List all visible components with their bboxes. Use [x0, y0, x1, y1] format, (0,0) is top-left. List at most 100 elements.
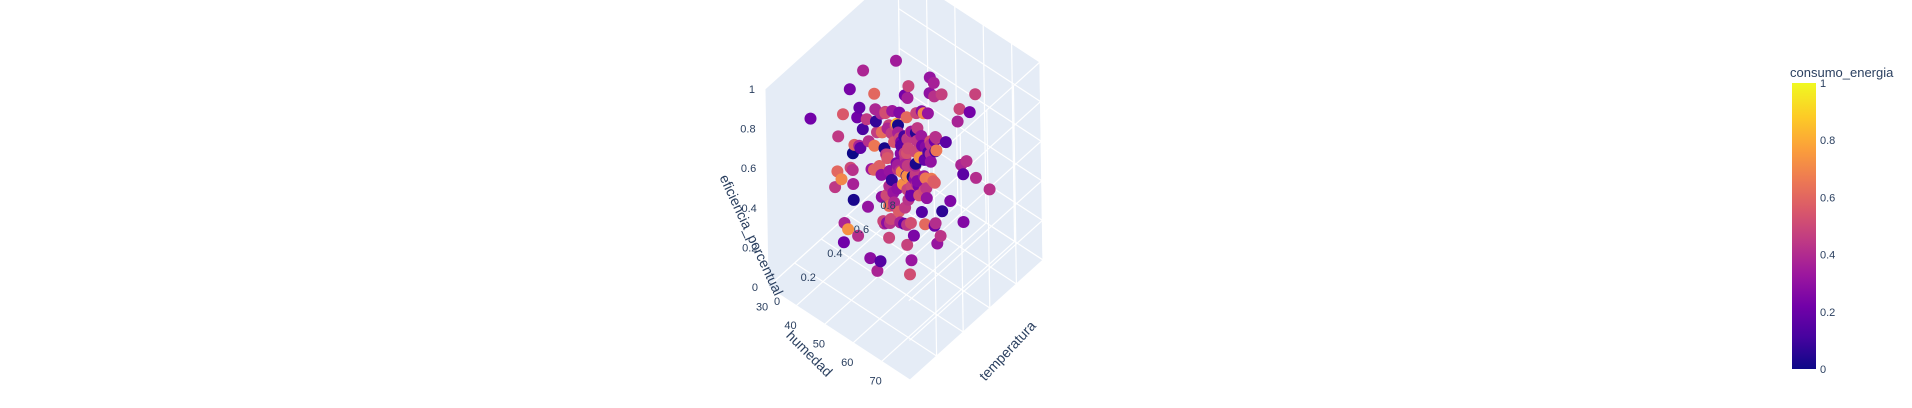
y-tick-label: 60 [841, 357, 853, 369]
data-point[interactable] [904, 217, 917, 229]
data-point[interactable] [874, 255, 887, 268]
y-tick-label: 50 [813, 339, 825, 351]
data-point[interactable] [944, 195, 957, 207]
data-point[interactable] [883, 231, 896, 244]
z-tick-label: 0.6 [741, 163, 756, 175]
data-point[interactable] [969, 88, 982, 101]
data-point[interactable] [856, 123, 869, 136]
z-tick-label: 0 [752, 282, 758, 294]
data-point[interactable] [885, 213, 897, 225]
z-tick-label: 1 [749, 84, 755, 96]
data-point[interactable] [851, 111, 864, 124]
colorbar-tick-label: 0.8 [1820, 135, 1835, 147]
x-tick-label: 0.6 [854, 224, 869, 236]
data-point[interactable] [928, 176, 941, 189]
data-points[interactable] [804, 54, 996, 281]
data-point[interactable] [837, 236, 850, 249]
data-point[interactable] [907, 229, 920, 242]
data-point[interactable] [902, 80, 915, 93]
x-axis-title: temperatura [976, 317, 1039, 383]
colorbar-tick-label: 0.4 [1820, 250, 1835, 262]
data-point[interactable] [901, 92, 914, 104]
data-point[interactable] [837, 108, 849, 121]
tick-labels: 0 0.2 0.4 0.6 0.8 30 40 50 60 70 0 0.2 0.4 0.6 0.8 1 [740, 84, 895, 388]
grid-line [907, 140, 1042, 262]
data-point[interactable] [924, 155, 937, 168]
x-tick-label: 0.4 [827, 248, 842, 260]
x-tick-label: 0 [774, 296, 780, 308]
data-point[interactable] [970, 171, 982, 184]
data-point[interactable] [920, 192, 933, 205]
data-point[interactable] [929, 131, 942, 143]
grid-line [933, 157, 938, 357]
z-tick-label: 0.2 [742, 242, 757, 254]
data-point[interactable] [963, 106, 976, 119]
data-point[interactable] [871, 264, 884, 277]
data-point[interactable] [881, 152, 894, 165]
data-point[interactable] [842, 223, 855, 236]
data-point[interactable] [951, 115, 964, 128]
data-point[interactable] [888, 196, 901, 209]
data-point[interactable] [885, 174, 898, 186]
data-point[interactable] [939, 136, 952, 149]
data-point[interactable] [857, 64, 870, 77]
data-point[interactable] [862, 200, 874, 213]
data-point[interactable] [934, 230, 947, 242]
grid-line [847, 214, 991, 309]
grid-line [852, 222, 987, 344]
data-point[interactable] [901, 238, 914, 251]
y-tick-label: 70 [870, 376, 882, 388]
grid-line [908, 219, 1043, 341]
grid-line [944, 0, 1041, 63]
grid-line [908, 180, 1043, 302]
data-point[interactable] [846, 164, 859, 176]
data-point[interactable] [935, 88, 948, 101]
colorbar-title: consumo_energia [1790, 65, 1894, 80]
data-point[interactable] [921, 107, 934, 120]
data-point[interactable] [936, 205, 949, 218]
grid-line [794, 262, 937, 357]
data-point[interactable] [960, 155, 973, 168]
data-point[interactable] [860, 113, 873, 126]
data-point[interactable] [915, 130, 928, 142]
data-point[interactable] [804, 112, 817, 125]
z-tick-label: 0.8 [740, 124, 755, 136]
data-point[interactable] [957, 168, 970, 181]
data-point[interactable] [868, 139, 881, 152]
y-tick-label: 40 [784, 320, 796, 332]
data-point[interactable] [847, 178, 860, 190]
data-point[interactable] [915, 206, 928, 218]
data-point[interactable] [919, 218, 932, 231]
z-tick-label: 0.4 [742, 203, 757, 215]
data-point[interactable] [852, 229, 865, 242]
data-point[interactable] [854, 142, 867, 154]
data-point[interactable] [843, 83, 856, 96]
data-point[interactable] [832, 130, 845, 143]
data-point[interactable] [927, 76, 940, 89]
data-point[interactable] [983, 183, 996, 196]
data-point[interactable] [953, 103, 966, 115]
x-tick-label: 0.8 [880, 200, 895, 212]
grid-line [881, 240, 1016, 362]
scene[interactable]: 0 0.2 0.4 0.6 0.8 30 40 50 60 70 0 0.2 0.4 0.6 0.8 1 te… [716, 0, 1044, 388]
data-point[interactable] [868, 87, 881, 100]
colorbar: consumo_energia 0 0.2 0.4 0.6 0.8 1 [1790, 65, 1894, 376]
data-point[interactable] [847, 193, 860, 206]
grid-line [899, 87, 1043, 182]
grid-line [1039, 61, 1044, 261]
data-point[interactable] [835, 173, 848, 186]
data-point[interactable] [890, 54, 902, 67]
colorbar-tick-label: 0.6 [1820, 192, 1835, 204]
grid-line [767, 166, 902, 288]
data-point[interactable] [957, 216, 970, 228]
grid-line [898, 8, 1041, 103]
data-point[interactable] [904, 268, 916, 281]
x-tick-label: 0.2 [801, 272, 816, 284]
data-point[interactable] [929, 217, 942, 230]
data-point[interactable] [853, 101, 866, 114]
data-point[interactable] [900, 111, 913, 124]
data-point[interactable] [864, 252, 877, 265]
data-point[interactable] [905, 254, 918, 267]
data-point[interactable] [930, 144, 943, 157]
